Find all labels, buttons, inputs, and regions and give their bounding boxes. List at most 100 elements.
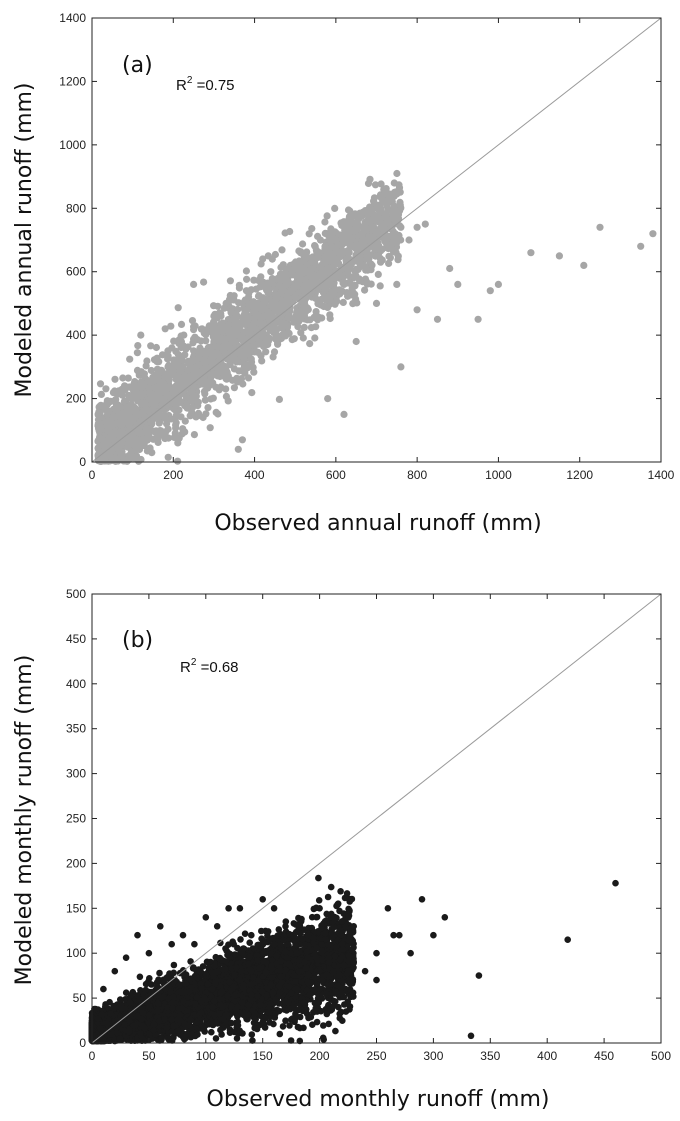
panel-a-point: [133, 349, 141, 357]
panel-a-point: [209, 394, 217, 402]
panel-a-point: [344, 206, 353, 214]
panel-a-point: [361, 286, 369, 294]
panel-a-point: [125, 452, 133, 460]
panel-a-point: [174, 304, 182, 312]
panel-a-point: [316, 249, 324, 257]
panel-a-point: [312, 308, 320, 316]
panel-a-point: [285, 313, 293, 321]
panel-a-point: [308, 274, 316, 282]
panel-a-point: [382, 185, 390, 193]
panel-a-x-tick-label: 200: [163, 468, 183, 482]
panel-a-y-tick-label: 400: [66, 328, 86, 342]
panel-a-point: [104, 426, 112, 434]
panel-a-point: [190, 431, 198, 439]
panel-a-point: [376, 282, 384, 290]
panel-a-point: [555, 252, 564, 260]
panel-a-point: [155, 419, 163, 427]
panel-a-point: [385, 259, 393, 267]
panel-a-point: [222, 392, 230, 400]
panel-a-point: [127, 401, 135, 409]
panel-b-point: [136, 973, 144, 981]
panel-b-points: [88, 874, 619, 1045]
panel-a-point: [297, 249, 305, 257]
panel-a-point: [167, 415, 175, 423]
panel-a-y-tick-label: 1200: [59, 74, 86, 88]
panel-a-point: [242, 267, 250, 275]
panel-a-point: [596, 223, 604, 231]
panel-a-y-tick-label: 600: [66, 265, 86, 279]
panel-a-point: [311, 334, 319, 342]
panel-a-point: [454, 280, 462, 288]
panel-a-point: [111, 375, 119, 383]
panel-a-point: [152, 429, 160, 437]
panel-a-point: [356, 255, 364, 263]
panel-a-point: [190, 356, 198, 365]
panel-a-point: [188, 388, 196, 396]
panel-a-point: [346, 279, 354, 287]
panel-a-point: [349, 300, 357, 308]
panel-a-point: [222, 364, 230, 372]
panel-a-point: [172, 347, 180, 355]
panel-a-point: [278, 246, 286, 254]
panel-a-point: [154, 383, 162, 392]
panel-a-y-tick-label: 1000: [59, 138, 86, 152]
panel-a-y-axis-label: Modeled annual runoff (mm): [12, 82, 37, 397]
panel-a-point: [317, 301, 325, 309]
panel-a-point: [344, 292, 352, 300]
panel-a-point: [331, 286, 339, 294]
panel-a-point: [255, 312, 263, 321]
panel-a-point: [413, 223, 421, 231]
panel-a-point: [269, 353, 277, 361]
panel-a-point: [203, 378, 211, 386]
panel-a-point: [190, 347, 198, 355]
panel-a-point: [176, 367, 184, 375]
panel-a-point: [134, 383, 142, 391]
panel-a-point: [222, 299, 230, 307]
panel-a-point: [112, 401, 120, 409]
panel-a-point: [167, 322, 175, 330]
panel-a-point: [217, 383, 225, 391]
panel-a-point: [146, 391, 154, 399]
panel-a-point: [364, 236, 372, 244]
panel-a-point: [248, 389, 256, 397]
panel-a-point: [299, 240, 307, 248]
panel-a-point: [494, 280, 502, 288]
panel-a-r-squared-prefix: R: [176, 77, 187, 94]
panel-a-point: [260, 296, 268, 304]
panel-b-point: [324, 893, 332, 901]
panel-a-point: [312, 294, 320, 302]
panel-a-point: [126, 355, 134, 363]
panel-a-point: [182, 402, 190, 410]
panel-a-point: [413, 306, 421, 314]
panel-a-point: [200, 387, 209, 395]
panel-a-point: [373, 204, 381, 212]
panel-a-point: [474, 315, 482, 323]
panel-a-x-tick-label: 1400: [648, 468, 675, 482]
panel-a-point: [446, 264, 454, 273]
panel-a-point: [318, 265, 326, 273]
panel-a-point: [279, 298, 287, 306]
panel-a-point: [293, 281, 301, 289]
panel-a-point: [324, 303, 332, 311]
panel-a-point: [164, 453, 172, 461]
panel-a-point: [323, 212, 331, 220]
panel-b-chart: Modeled monthly runoff (mm) Observed mon…: [12, 587, 671, 1112]
panel-a-y-tick-label: 0: [79, 455, 86, 469]
panel-a-point: [118, 421, 126, 430]
panel-a-point: [226, 291, 234, 300]
panel-a-point: [117, 410, 126, 418]
panel-a-point: [169, 363, 177, 371]
panel-a-point: [273, 275, 281, 283]
panel-a-point: [257, 319, 265, 327]
panel-a-point: [580, 261, 588, 269]
panel-a-point: [348, 235, 356, 243]
panel-a-point: [189, 339, 197, 347]
panel-a-point: [395, 184, 404, 192]
panel-a-point: [384, 198, 392, 206]
panel-a-point: [314, 232, 322, 240]
panel-a-point: [96, 380, 105, 388]
panel-a-point: [188, 317, 197, 325]
panel-a-point: [190, 326, 198, 334]
panel-a-point: [242, 344, 250, 352]
panel-a-point: [306, 340, 314, 348]
